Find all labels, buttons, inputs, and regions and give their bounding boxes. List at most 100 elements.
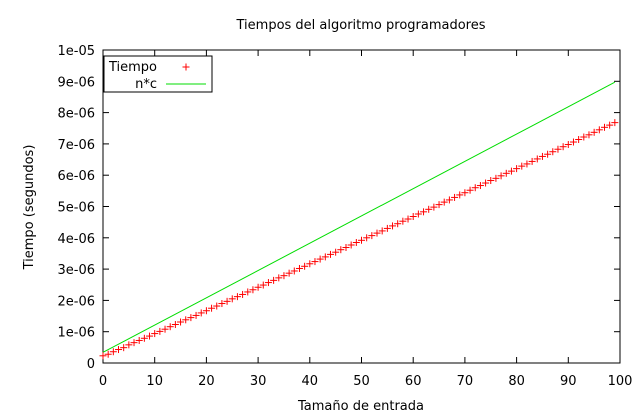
plot-area-border <box>102 49 621 364</box>
data-point <box>166 323 174 331</box>
data-point <box>270 276 278 284</box>
data-point <box>600 123 608 131</box>
data-point <box>115 346 123 354</box>
data-point <box>533 155 541 163</box>
data-point <box>523 160 531 168</box>
data-point <box>140 334 148 342</box>
data-point <box>461 189 469 197</box>
data-point <box>202 307 210 315</box>
y-axis: 0 1e-06 2e-06 3e-06 4e-06 5e-06 6e-06 7e-06 8e-0… <box>57 44 620 372</box>
y-axis-title: Tiempo (segundos) <box>22 145 37 271</box>
data-point <box>378 227 386 235</box>
data-point <box>595 126 603 134</box>
data-point <box>213 302 221 310</box>
data-point <box>611 119 619 127</box>
data-point <box>456 191 464 199</box>
data-point <box>476 182 484 190</box>
y-tick-label: 8e-06 <box>57 107 95 122</box>
data-point <box>311 258 319 266</box>
data-point <box>342 244 350 252</box>
data-point <box>249 286 257 294</box>
data-point <box>182 316 190 324</box>
data-point <box>218 300 226 308</box>
data-point <box>332 248 340 256</box>
data-point <box>130 339 138 347</box>
x-tick-label: 50 <box>353 374 370 389</box>
chart-title: Tiempos del algoritmo programadores <box>236 18 486 33</box>
data-point <box>420 208 428 216</box>
data-point <box>171 321 179 329</box>
series-layer <box>99 81 619 360</box>
data-point <box>156 327 164 335</box>
data-point <box>125 341 133 349</box>
data-point <box>187 314 195 322</box>
x-axis-title: Tamaño de entrada <box>297 399 424 414</box>
x-axis: 0 10 20 30 40 50 60 70 80 90 100 <box>99 50 633 389</box>
data-point <box>244 288 252 296</box>
data-point <box>352 238 360 246</box>
data-point <box>409 213 417 221</box>
data-point <box>363 234 371 242</box>
data-point <box>554 145 562 153</box>
data-point <box>264 279 272 287</box>
x-tick-label: 60 <box>405 374 422 389</box>
data-point <box>538 152 546 160</box>
legend-label-nc: n*c <box>135 77 157 92</box>
legend-plus-marker <box>182 63 190 71</box>
x-tick-label: 20 <box>198 374 215 389</box>
y-tick-label: 9e-06 <box>57 75 95 90</box>
data-point <box>146 332 154 340</box>
legend-marker-tiempo <box>182 63 190 71</box>
data-point <box>425 205 433 213</box>
data-point <box>399 217 407 225</box>
data-point <box>482 179 490 187</box>
data-point <box>208 304 216 312</box>
y-tick-label: 2e-06 <box>57 294 95 309</box>
data-point <box>414 210 422 218</box>
data-point <box>233 293 241 301</box>
data-point <box>290 267 298 275</box>
data-point <box>559 143 567 151</box>
x-tick-label: 30 <box>250 374 267 389</box>
data-point <box>445 196 453 204</box>
y-tick-label: 3e-06 <box>57 263 95 278</box>
legend: Tiempo n*c <box>103 55 213 93</box>
data-point <box>544 150 552 158</box>
y-tick-label: 1e-06 <box>57 326 95 341</box>
data-point <box>502 169 510 177</box>
data-point <box>575 136 583 144</box>
data-point <box>549 148 557 156</box>
y-tick-label: 6e-06 <box>57 169 95 184</box>
data-point <box>394 220 402 228</box>
y-tick-label: 1e-05 <box>57 44 95 59</box>
y-tick-label: 7e-06 <box>57 138 95 153</box>
y-tick-label: 4e-06 <box>57 232 95 247</box>
y-tick-label: 5e-06 <box>57 201 95 216</box>
data-point <box>275 274 283 282</box>
x-tick-label: 40 <box>302 374 319 389</box>
data-point <box>285 269 293 277</box>
data-point <box>120 344 128 352</box>
data-point <box>590 128 598 136</box>
data-point <box>280 272 288 280</box>
data-point <box>564 141 572 149</box>
data-point <box>487 177 495 185</box>
data-point <box>435 201 443 209</box>
data-point <box>347 241 355 249</box>
data-point <box>513 165 521 173</box>
data-point <box>295 264 303 272</box>
data-point <box>99 352 107 360</box>
data-point <box>580 133 588 141</box>
data-point <box>301 262 309 270</box>
data-point <box>321 253 329 261</box>
data-point <box>492 174 500 182</box>
data-point <box>368 232 376 240</box>
x-tick-label: 100 <box>608 374 633 389</box>
data-point <box>104 350 112 358</box>
data-point <box>430 203 438 211</box>
data-point <box>161 325 169 333</box>
plot-frame <box>102 49 621 364</box>
data-point <box>497 172 505 180</box>
data-point <box>151 330 159 338</box>
